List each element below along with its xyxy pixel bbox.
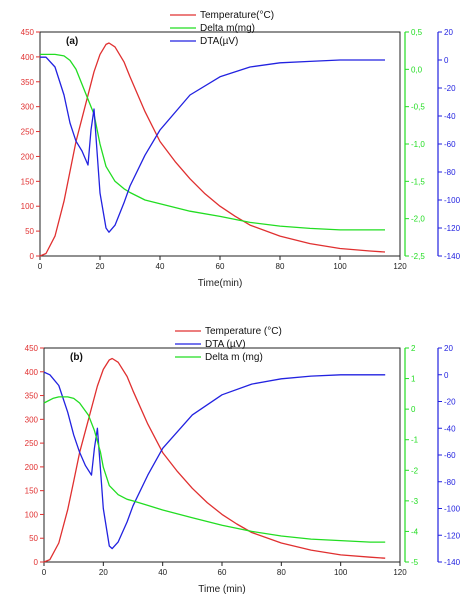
x-tick-label: 40 (158, 568, 167, 577)
left-tick-label: 250 (21, 128, 35, 137)
right2-tick-label: -60 (444, 140, 456, 149)
right2-tick-label: 0 (444, 371, 449, 380)
x-tick-label: 0 (42, 568, 47, 577)
series-line-delta_m (43, 396, 386, 543)
plot-frame (43, 347, 401, 563)
right2-tick-label: 20 (444, 344, 453, 353)
right1-tick-label: -1,0 (411, 140, 425, 149)
right2-tick-label: -140 (444, 558, 461, 567)
right2-tick-label: -100 (444, 505, 461, 514)
legend-label-delta_m: Delta m (mg) (205, 352, 263, 363)
legend-label-delta_m: Delta m(mg) (200, 23, 255, 34)
right1-tick-label: -4 (411, 527, 419, 536)
right2-tick-label: -40 (444, 424, 456, 433)
right2-tick-label: -120 (444, 531, 461, 540)
x-axis-label: Time(min) (198, 278, 243, 289)
series-line-temperature (39, 42, 386, 257)
right2-tick-label: -80 (444, 168, 456, 177)
right1-tick-label: 1 (411, 375, 416, 384)
right2-tick-label: -40 (444, 112, 456, 121)
left-tick-label: 450 (25, 344, 39, 353)
legend-label-temperature: Temperature (°C) (205, 326, 282, 337)
left-tick-label: 200 (25, 463, 39, 472)
left-tick-label: 400 (21, 53, 35, 62)
right2-tick-label: -20 (444, 84, 456, 93)
right1-tick-label: -2,0 (411, 215, 425, 224)
left-tick-label: 300 (25, 415, 39, 424)
right1-tick-label: -1,5 (411, 177, 425, 186)
right2-tick-label: -100 (444, 196, 461, 205)
series-line-delta_m (40, 53, 385, 231)
right1-tick-label: -5 (411, 558, 419, 567)
series-line-dta (40, 56, 385, 233)
right1-tick-label: 2 (411, 344, 416, 353)
left-tick-label: 350 (25, 392, 39, 401)
legend-label-dta: DTA(µV) (200, 36, 238, 47)
panel-label: (a) (66, 36, 78, 47)
x-tick-label: 0 (38, 262, 43, 271)
legend-label-dta: DTA (µV) (205, 339, 246, 350)
right1-tick-label: 0,0 (411, 65, 423, 74)
x-tick-label: 60 (218, 568, 227, 577)
left-tick-label: 100 (21, 202, 35, 211)
x-tick-label: 100 (334, 568, 348, 577)
right2-tick-label: -140 (444, 252, 461, 261)
series-line-dta (43, 371, 386, 550)
right1-tick-label: -1 (411, 436, 419, 445)
legend-label-temperature: Temperature(°C) (200, 10, 274, 21)
chart-panel-a: 0 20 40 60 80 100 120Time(min)0501001502002503… (21, 10, 461, 289)
x-tick-label: 100 (333, 262, 347, 271)
right2-tick-label: -80 (444, 478, 456, 487)
left-tick-label: 0 (34, 558, 39, 567)
left-tick-label: 400 (25, 368, 39, 377)
left-tick-label: 50 (25, 227, 34, 236)
x-tick-label: 80 (277, 568, 286, 577)
right1-tick-label: -0,5 (411, 103, 425, 112)
left-tick-label: 450 (21, 28, 35, 37)
x-tick-label: 120 (393, 262, 407, 271)
series-line-temperature (43, 357, 386, 563)
left-tick-label: 150 (21, 177, 35, 186)
x-tick-label: 60 (216, 262, 225, 271)
panel-label: (b) (70, 352, 83, 363)
left-tick-label: 350 (21, 78, 35, 87)
right1-tick-label: -2 (411, 466, 419, 475)
left-tick-label: 50 (29, 534, 38, 543)
left-tick-label: 200 (21, 152, 35, 161)
left-tick-label: 150 (25, 487, 39, 496)
x-tick-label: 80 (276, 262, 285, 271)
x-tick-label: 120 (393, 568, 407, 577)
plot-frame (39, 31, 401, 257)
right2-tick-label: 20 (444, 28, 453, 37)
left-tick-label: 0 (30, 252, 35, 261)
right2-tick-label: -60 (444, 451, 456, 460)
right1-tick-label: -3 (411, 497, 419, 506)
x-tick-label: 20 (96, 262, 105, 271)
left-tick-label: 250 (25, 439, 39, 448)
left-tick-label: 100 (25, 510, 39, 519)
left-tick-label: 300 (21, 103, 35, 112)
right1-tick-label: -2,5 (411, 252, 425, 261)
x-tick-label: 20 (99, 568, 108, 577)
right1-tick-label: 0 (411, 405, 416, 414)
right2-tick-label: 0 (444, 56, 449, 65)
x-axis-label: Time (min) (198, 584, 245, 595)
x-tick-label: 40 (156, 262, 165, 271)
right2-tick-label: -20 (444, 398, 456, 407)
right2-tick-label: -120 (444, 224, 461, 233)
right1-tick-label: 0,5 (411, 28, 423, 37)
